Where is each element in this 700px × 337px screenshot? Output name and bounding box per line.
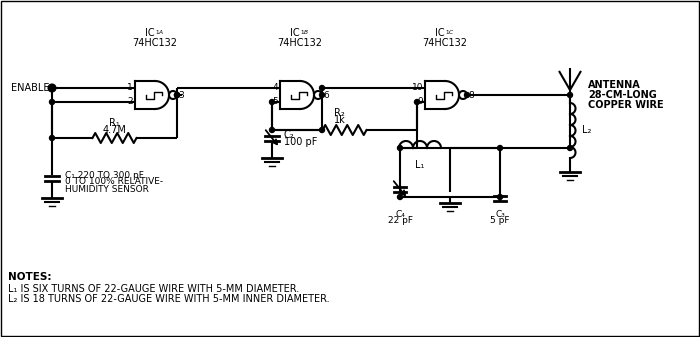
Text: 28-CM-LONG: 28-CM-LONG (588, 90, 657, 100)
Text: $_{1B}$: $_{1B}$ (300, 28, 309, 37)
Text: L₁ IS SIX TURNS OF 22-GAUGE WIRE WITH 5-MM DIAMETER.: L₁ IS SIX TURNS OF 22-GAUGE WIRE WITH 5-… (8, 284, 300, 294)
Text: ENABLE: ENABLE (10, 83, 49, 93)
Text: 1: 1 (127, 84, 133, 92)
Text: L₁: L₁ (415, 160, 425, 170)
Circle shape (174, 92, 179, 97)
Circle shape (50, 86, 55, 91)
Text: 10: 10 (412, 84, 423, 92)
Circle shape (319, 92, 325, 97)
Text: IC: IC (146, 28, 155, 38)
Circle shape (48, 85, 55, 92)
Text: $_{1C}$: $_{1C}$ (445, 28, 455, 37)
Text: 100 pF: 100 pF (284, 137, 317, 147)
Text: L₂ IS 18 TURNS OF 22-GAUGE WIRE WITH 5-MM INNER DIAMETER.: L₂ IS 18 TURNS OF 22-GAUGE WIRE WITH 5-M… (8, 294, 330, 304)
Circle shape (568, 146, 573, 151)
Text: 74HC132: 74HC132 (132, 38, 178, 48)
Text: IC: IC (435, 28, 445, 38)
Circle shape (169, 91, 177, 99)
Text: 0 TO 100% RELATIVE-: 0 TO 100% RELATIVE- (65, 178, 163, 186)
Text: 3: 3 (178, 91, 183, 99)
Text: 22 pF: 22 pF (388, 216, 412, 225)
Text: L₂: L₂ (582, 125, 591, 135)
Text: 9: 9 (417, 97, 423, 106)
Text: R₁: R₁ (109, 118, 120, 128)
Circle shape (498, 194, 503, 200)
Text: 8: 8 (468, 91, 474, 99)
Text: C₂: C₂ (284, 130, 295, 140)
Text: C₃: C₃ (495, 210, 505, 219)
Circle shape (414, 99, 419, 104)
Text: C₁ 220 TO 300 pF: C₁ 220 TO 300 pF (65, 171, 144, 180)
Text: IC: IC (290, 28, 300, 38)
Circle shape (174, 92, 179, 97)
Text: HUMIDITY SENSOR: HUMIDITY SENSOR (65, 184, 149, 193)
Text: 5: 5 (272, 97, 278, 106)
Circle shape (465, 92, 470, 97)
Text: 5 pF: 5 pF (490, 216, 510, 225)
Text: 1k: 1k (334, 115, 345, 125)
Circle shape (319, 86, 325, 91)
Text: 4.7M: 4.7M (103, 125, 127, 135)
Text: C₄: C₄ (395, 210, 405, 219)
Text: 2: 2 (127, 97, 133, 106)
Circle shape (398, 146, 402, 151)
Circle shape (270, 99, 274, 104)
Circle shape (50, 135, 55, 141)
Text: NOTES:: NOTES: (8, 272, 52, 282)
Circle shape (498, 146, 503, 151)
Text: 74HC132: 74HC132 (423, 38, 468, 48)
Text: $_{1A}$: $_{1A}$ (155, 28, 164, 37)
Circle shape (314, 91, 322, 99)
Circle shape (459, 91, 467, 99)
Circle shape (270, 127, 274, 132)
Text: ANTENNA: ANTENNA (588, 80, 640, 90)
Text: R₂: R₂ (334, 108, 345, 118)
Text: 4: 4 (272, 84, 278, 92)
Circle shape (568, 92, 573, 97)
Text: 74HC132: 74HC132 (277, 38, 323, 48)
Circle shape (50, 99, 55, 104)
Circle shape (319, 127, 325, 132)
Circle shape (398, 194, 402, 200)
Text: COPPER WIRE: COPPER WIRE (588, 100, 664, 110)
Text: 6: 6 (323, 91, 329, 99)
